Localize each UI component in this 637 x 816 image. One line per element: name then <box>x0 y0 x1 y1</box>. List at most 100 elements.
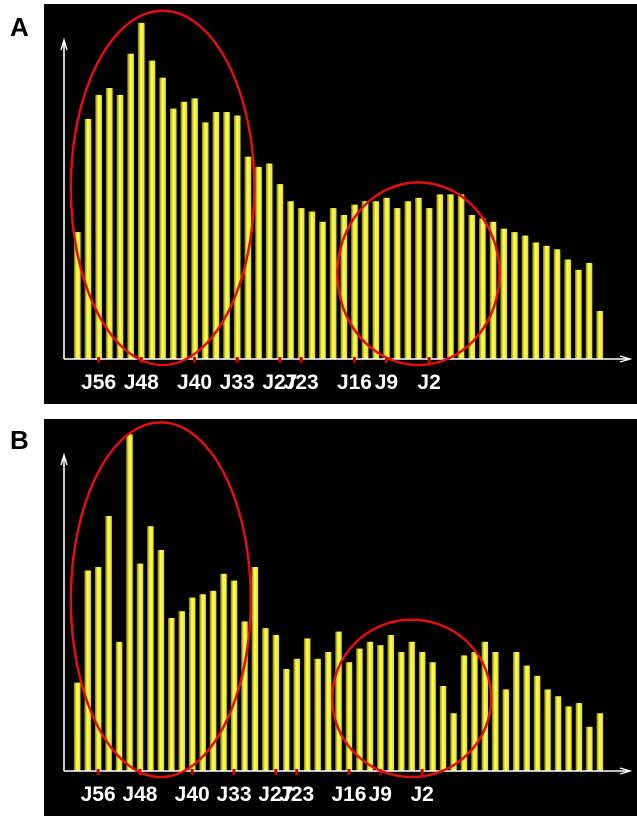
bar <box>223 112 230 359</box>
bar <box>351 204 358 359</box>
bar <box>575 703 583 771</box>
bar <box>404 201 412 359</box>
bar <box>115 641 123 771</box>
bar <box>329 208 337 359</box>
bar <box>565 706 572 771</box>
bar <box>564 259 571 359</box>
x-tick-label: J48 <box>122 783 157 806</box>
bar <box>230 580 238 771</box>
bar <box>283 669 290 771</box>
x-tick-label: J2 <box>417 371 440 394</box>
bar <box>393 208 401 359</box>
bar <box>116 94 124 359</box>
bar <box>521 235 529 359</box>
x-axis-arrow-icon <box>619 767 633 775</box>
highlight-ellipse <box>330 618 493 779</box>
bar <box>188 597 196 771</box>
bar <box>297 208 305 359</box>
x-axis-arrow-icon <box>619 355 633 363</box>
y-axis-arrow-icon <box>60 37 68 51</box>
bar <box>233 115 241 359</box>
bar <box>287 201 294 359</box>
bar <box>180 101 188 359</box>
bar <box>147 526 154 771</box>
x-tick-label: J56 <box>81 783 116 806</box>
bar <box>479 218 486 359</box>
bar <box>415 197 422 359</box>
bar <box>457 194 465 359</box>
bar <box>272 635 280 771</box>
bar <box>293 658 300 771</box>
bar <box>575 269 582 359</box>
bar <box>425 208 433 359</box>
bar <box>436 194 444 359</box>
bar <box>314 658 321 771</box>
highlight-ellipse <box>69 9 256 367</box>
bar <box>148 60 156 360</box>
bar <box>596 713 604 771</box>
bar <box>544 689 551 771</box>
bar <box>512 652 520 771</box>
bar <box>377 645 384 771</box>
bar <box>255 166 262 359</box>
x-tick-label: J23 <box>284 371 319 394</box>
bar <box>157 550 165 771</box>
bar <box>74 682 81 771</box>
bar <box>84 570 91 771</box>
bar <box>361 201 369 359</box>
bar <box>500 228 508 359</box>
bar <box>489 221 497 359</box>
bar <box>168 618 175 771</box>
x-tick-label: J16 <box>331 783 366 806</box>
bar <box>586 726 593 771</box>
bar <box>74 232 81 359</box>
highlight-ellipse <box>336 181 501 367</box>
bar <box>178 611 185 771</box>
bar <box>429 662 436 771</box>
bar <box>220 573 227 771</box>
bar <box>345 662 353 771</box>
bar <box>471 652 478 771</box>
bar <box>94 567 102 771</box>
bar <box>276 184 284 359</box>
x-tick-label: J27 <box>258 783 293 806</box>
bar <box>554 696 562 771</box>
x-tick-label: J9 <box>369 783 392 806</box>
bar <box>450 713 457 771</box>
bar <box>199 594 206 771</box>
bar <box>523 665 530 771</box>
x-tick-label: J33 <box>216 783 251 806</box>
x-tick-label: J40 <box>175 783 210 806</box>
x-tick-label: J23 <box>279 783 314 806</box>
bar <box>251 567 259 771</box>
bar <box>308 211 316 359</box>
bar <box>511 232 518 359</box>
bar <box>447 194 454 359</box>
bar <box>191 98 198 359</box>
bar <box>265 163 273 359</box>
bar <box>356 648 363 771</box>
bar <box>372 201 380 359</box>
bar <box>383 197 390 359</box>
bar <box>201 122 209 359</box>
x-tick-label: J40 <box>177 371 212 394</box>
x-tick-label: J48 <box>124 371 159 394</box>
bar <box>209 590 217 771</box>
bar <box>212 112 220 359</box>
bar <box>408 641 415 771</box>
bar <box>585 262 593 359</box>
bar <box>532 242 539 359</box>
x-tick-label: J33 <box>220 371 255 394</box>
bar <box>533 675 541 771</box>
bar <box>418 652 426 771</box>
bar <box>136 563 144 771</box>
bar <box>262 628 269 771</box>
bar <box>460 655 468 771</box>
bar <box>169 108 177 359</box>
panel-label-a: A <box>10 12 29 42</box>
bar <box>159 77 166 360</box>
y-axis-arrow-icon <box>60 452 68 466</box>
panel-label-b: B <box>10 425 29 455</box>
